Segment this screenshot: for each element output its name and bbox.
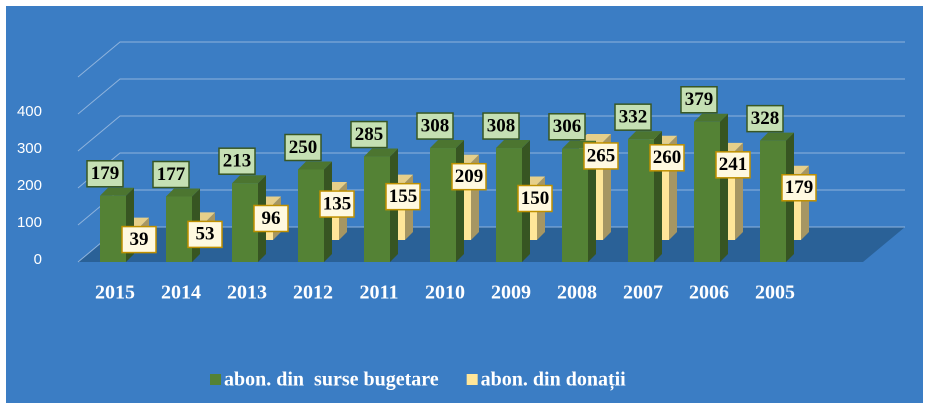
data-label-box	[253, 204, 289, 233]
data-label: 306	[553, 116, 582, 137]
legend-label: abon. din donații	[481, 369, 627, 392]
data-label: 179	[785, 177, 814, 198]
x-tick-label: 2012	[293, 282, 333, 304]
y-tick-label: 0	[34, 251, 42, 268]
data-label-box	[284, 133, 322, 162]
data-label-box	[218, 147, 256, 175]
bar	[430, 140, 464, 262]
data-label-box	[680, 86, 718, 114]
data-label-box	[482, 112, 520, 140]
bar-face	[298, 161, 332, 170]
data-label: 308	[487, 115, 516, 136]
bar-face	[496, 140, 530, 149]
bar-face	[579, 133, 611, 142]
x-tick-label: 2006	[689, 282, 729, 304]
bar-face	[166, 188, 200, 197]
data-label: 241	[719, 154, 748, 175]
data-label-box	[715, 151, 751, 179]
plot-frame	[77, 41, 905, 78]
bar	[694, 113, 728, 263]
bar-face	[694, 113, 728, 122]
x-tick-label: 2005	[755, 282, 795, 304]
data-label: 308	[421, 115, 450, 136]
bar-face	[760, 132, 794, 141]
legend-swatch	[210, 374, 221, 385]
data-label: 379	[685, 89, 714, 110]
data-label: 155	[389, 186, 418, 207]
data-label-box	[319, 190, 355, 218]
data-label: 179	[91, 163, 120, 184]
x-tick-label: 2009	[491, 282, 531, 304]
data-label-box	[152, 160, 190, 189]
data-label-box	[416, 112, 454, 140]
data-label: 265	[587, 145, 616, 166]
grid-line	[77, 78, 905, 115]
legend-swatch	[466, 374, 478, 385]
data-label: 332	[619, 107, 648, 128]
bar-face	[628, 131, 662, 140]
x-tick-label: 2013	[227, 282, 267, 304]
data-label-box	[548, 113, 586, 141]
data-label-box	[187, 220, 223, 249]
x-tick-label: 2011	[360, 282, 399, 304]
bar-face	[232, 175, 266, 184]
data-label-box	[451, 162, 487, 191]
y-tick-label: 200	[17, 177, 42, 194]
data-label: 135	[323, 193, 352, 214]
x-tick-label: 2014	[161, 282, 201, 304]
data-label: 285	[355, 124, 384, 145]
data-label: 53	[196, 224, 215, 245]
data-label: 39	[130, 229, 149, 250]
legend-label: abon. din surse bugetare	[224, 369, 439, 391]
y-tick-label: 100	[17, 214, 42, 231]
bar-face	[456, 140, 464, 262]
bar-face	[694, 121, 720, 263]
x-tick-label: 2015	[95, 282, 135, 304]
data-label-box	[517, 184, 553, 213]
data-label-box	[350, 120, 388, 149]
x-tick-label: 2008	[557, 282, 597, 304]
data-label-box	[86, 160, 124, 188]
data-label: 260	[653, 147, 682, 168]
data-label-box	[583, 142, 619, 170]
bar-face	[588, 140, 596, 262]
data-label: 213	[223, 151, 252, 172]
data-label: 250	[289, 137, 318, 158]
data-label-box	[614, 103, 652, 131]
data-label: 96	[262, 208, 281, 229]
y-tick-label: 400	[17, 103, 42, 120]
data-label: 209	[455, 166, 484, 187]
data-label-box	[649, 144, 685, 172]
bar-face	[720, 113, 728, 263]
data-label: 150	[521, 188, 550, 209]
bar-face	[100, 187, 134, 196]
data-label-box	[121, 225, 157, 254]
data-label: 328	[751, 108, 780, 129]
data-label: 177	[157, 164, 186, 185]
x-tick-label: 2010	[425, 282, 465, 304]
data-label-box	[746, 104, 784, 133]
bar-face	[364, 148, 398, 157]
data-label-box	[385, 182, 421, 211]
data-label-box	[781, 174, 817, 202]
bar-face	[430, 140, 464, 149]
x-tick-label: 2007	[623, 282, 663, 304]
y-tick-label: 300	[17, 140, 42, 157]
